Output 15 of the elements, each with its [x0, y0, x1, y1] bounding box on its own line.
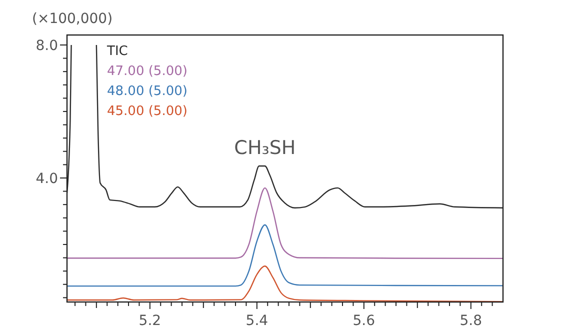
text: 47.00 (5.00) [107, 64, 188, 79]
text: 48.00 (5.00) [107, 84, 188, 99]
line-series [67, 224, 503, 287]
line-series [67, 187, 503, 260]
x-tick-label: 5.2 [138, 313, 162, 329]
series-label: TIC [106, 44, 128, 59]
text: 45.00 (5.00) [107, 104, 188, 119]
x-tick-label: 5.8 [460, 313, 482, 329]
y-axis-title: (×100,000) [32, 11, 113, 27]
line-series [67, 265, 503, 302]
y-tick-label: 4.0 [36, 170, 58, 187]
x-tick-label: 5.6 [352, 313, 376, 329]
x-tick-label: 5.4 [246, 313, 268, 329]
y-tick-label: 8.0 [36, 38, 58, 54]
annotation: CH₃SH [234, 137, 296, 160]
